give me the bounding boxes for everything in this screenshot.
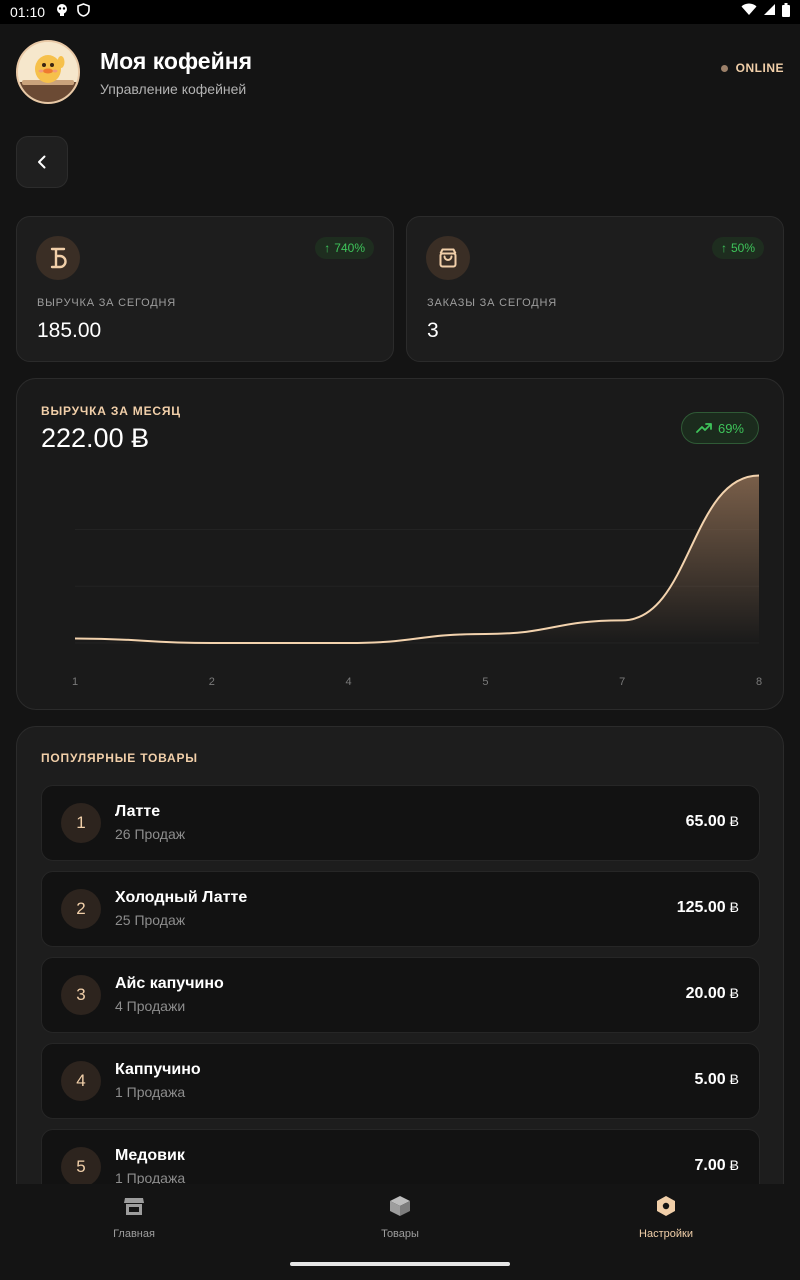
month-change-value: 69% — [717, 420, 744, 436]
month-revenue-value: 222.00 Ƀ — [41, 423, 150, 453]
wifi-icon — [741, 3, 757, 21]
shield-icon — [77, 2, 90, 22]
settings-hex-icon — [654, 1194, 678, 1218]
currency-symbol: Ƀ — [729, 1071, 739, 1087]
currency-symbol: Ƀ — [729, 813, 739, 829]
currency-symbol: Ƀ — [729, 1157, 739, 1173]
back-button[interactable] — [16, 136, 68, 188]
currency-symbol: Ƀ — [729, 899, 739, 915]
box-icon — [388, 1194, 412, 1218]
app-header: Моя кофейня Управление кофейней ONLINE — [16, 40, 784, 104]
shopping-bag-icon — [426, 236, 470, 280]
product-sales: 25 Продаж — [115, 912, 186, 928]
status-bar: 01:10 — [0, 0, 800, 24]
month-revenue-card: 1 2 4 5 7 8 ВЫРУЧКА ЗА МЕСЯЦ 222.00 Ƀ 69% — [16, 378, 784, 710]
arrow-up-icon: ↑ — [720, 241, 727, 255]
status-time: 01:10 — [10, 4, 46, 20]
rank-badge: 2 — [61, 889, 101, 929]
product-sales: 4 Продажи — [115, 998, 186, 1014]
nav-item-settings[interactable]: Настройки — [566, 1194, 766, 1240]
x-tick-label: 2 — [209, 676, 215, 688]
rank-badge: 1 — [61, 803, 101, 843]
x-tick-label: 8 — [756, 676, 762, 688]
product-sales: 26 Продаж — [115, 826, 186, 842]
rank-badge: 4 — [61, 1061, 101, 1101]
currency-symbol: Ƀ — [729, 985, 739, 1001]
price-value: 7.00 — [694, 1157, 726, 1174]
product-sales: 1 Продажа — [115, 1170, 186, 1186]
revenue-change-value: 740% — [334, 241, 365, 255]
x-tick-label: 7 — [619, 676, 625, 688]
home-indicator[interactable] — [290, 1262, 510, 1266]
price-value: 20.00 — [685, 985, 726, 1002]
x-tick-label: 1 — [72, 676, 78, 688]
cellular-signal-icon — [763, 3, 776, 21]
list-item[interactable]: 1 Латте 26 Продаж 65.00 Ƀ — [41, 785, 760, 861]
chart-area-fill — [75, 475, 759, 643]
product-price: 65.00 Ƀ — [686, 813, 739, 831]
online-status: ONLINE — [720, 61, 784, 75]
month-change-badge: 69% — [680, 412, 759, 444]
nav-item-products[interactable]: Товары — [300, 1194, 500, 1240]
product-name: Холодный Латте — [115, 889, 248, 906]
chart-series-line — [74, 474, 760, 644]
battery-icon — [782, 2, 790, 22]
nav-label-home: Главная — [113, 1228, 155, 1240]
rank-badge: 3 — [61, 975, 101, 1015]
status-dot-icon — [720, 64, 728, 72]
price-value: 5.00 — [694, 1071, 726, 1088]
arrow-up-icon: ↑ — [324, 241, 331, 255]
nav-label-products: Товары — [381, 1228, 419, 1240]
list-item[interactable]: 4 Каппучино 1 Продажа 5.00 Ƀ — [41, 1043, 760, 1119]
mascot-logo-icon — [18, 42, 78, 102]
list-item[interactable]: 2 Холодный Латте 25 Продаж 125.00 Ƀ — [41, 871, 760, 947]
product-price: 125.00 Ƀ — [677, 899, 739, 917]
price-value: 65.00 — [685, 813, 726, 830]
price-value: 125.00 — [676, 899, 726, 916]
page-subtitle: Управление кофейней — [100, 80, 247, 97]
product-price: 5.00 Ƀ — [695, 1071, 739, 1089]
page-title: Моя кофейня — [100, 47, 253, 74]
currency-icon — [36, 236, 80, 280]
revenue-area-chart: 1 2 4 5 7 8 — [72, 474, 762, 688]
rank-badge: 5 — [61, 1147, 101, 1187]
revenue-change-badge: ↑ 740% — [315, 237, 374, 259]
x-tick-label: 4 — [346, 676, 352, 688]
orders-change-value: 50% — [730, 241, 755, 255]
orders-change-badge: ↑ 50% — [711, 237, 764, 259]
x-tick-label: 5 — [482, 676, 488, 688]
product-name: Айс капучино — [115, 975, 224, 992]
online-status-label: ONLINE — [735, 61, 784, 75]
store-icon — [122, 1194, 146, 1218]
product-name: Каппучино — [115, 1061, 201, 1078]
today-orders-card[interactable]: ↑ 50% ЗАКАЗЫ ЗА СЕГОДНЯ 3 — [406, 216, 784, 362]
nav-item-home[interactable]: Главная — [34, 1194, 234, 1240]
today-revenue-card[interactable]: ↑ 740% ВЫРУЧКА ЗА СЕГОДНЯ 185.00 — [16, 216, 394, 362]
nav-label-settings: Настройки — [639, 1228, 693, 1240]
revenue-label: ВЫРУЧКА ЗА СЕГОДНЯ — [37, 297, 176, 309]
product-name: Латте — [115, 803, 161, 820]
popular-products-title: ПОПУЛЯРНЫЕ ТОВАРЫ — [41, 751, 198, 765]
app-notification-icon — [55, 3, 69, 22]
avatar[interactable] — [16, 40, 80, 104]
revenue-value: 185.00 — [37, 319, 102, 342]
orders-label: ЗАКАЗЫ ЗА СЕГОДНЯ — [427, 297, 557, 309]
month-revenue-label: ВЫРУЧКА ЗА МЕСЯЦ — [41, 404, 181, 418]
product-name: Медовик — [115, 1147, 185, 1164]
product-sales: 1 Продажа — [115, 1084, 186, 1100]
chevron-left-icon — [38, 155, 46, 169]
trending-up-icon — [696, 423, 712, 433]
list-item[interactable]: 3 Айс капучино 4 Продажи 20.00 Ƀ — [41, 957, 760, 1033]
product-price: 20.00 Ƀ — [686, 985, 739, 1003]
orders-value: 3 — [427, 319, 439, 342]
product-price: 7.00 Ƀ — [695, 1157, 739, 1175]
